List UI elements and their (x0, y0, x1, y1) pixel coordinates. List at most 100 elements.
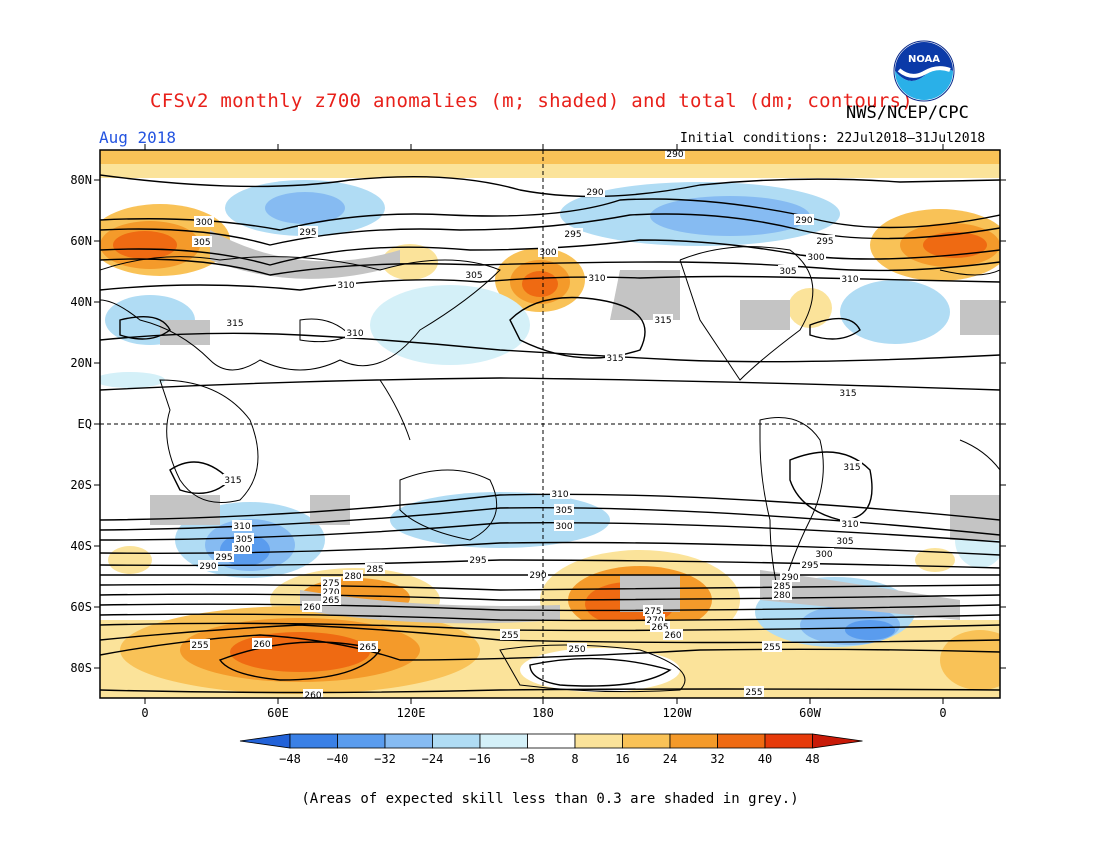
contour-label: 310 (841, 520, 858, 530)
forecast-month: Aug 2018 (99, 128, 177, 147)
colorbar-tick-label: −8 (520, 752, 534, 766)
contour-label: 315 (226, 319, 243, 329)
contour-label: 290 (199, 562, 216, 572)
contour-label: 265 (322, 596, 339, 606)
contour-labels: 300 305 295 310 315 310 295 300 305 310 … (190, 150, 862, 701)
initial-conditions: Initial conditions: 22Jul2018–31Jul2018 (680, 131, 986, 146)
agency-label: NWS/NCEP/CPC (846, 103, 969, 123)
lat-axis: 80N 60N 40N 20N EQ 20S 40S 60S 80S (70, 173, 1006, 675)
lat-label: EQ (78, 417, 92, 431)
contour-label: 305 (193, 238, 210, 248)
contour-label: 305 (555, 506, 572, 516)
contour-label: 260 (253, 640, 270, 650)
contour-label: 260 (304, 691, 321, 701)
colorbar-tick-label: 40 (758, 752, 772, 766)
contour-label: 275 (322, 579, 339, 589)
contour-label: 305 (465, 271, 482, 281)
contour-label: 260 (303, 603, 320, 613)
contour-label: 310 (337, 281, 354, 291)
contour-label: 305 (836, 537, 853, 547)
colorbar-tick-label: 32 (710, 752, 724, 766)
lat-label: 40N (70, 295, 92, 309)
lon-label: 120W (663, 706, 693, 720)
map-panel: 300 305 295 310 315 310 295 300 305 310 … (100, 150, 1000, 701)
contour-label: 265 (651, 623, 668, 633)
contour-label: 300 (539, 248, 556, 258)
logo-text: NOAA (908, 54, 940, 65)
contour-label: 310 (346, 329, 363, 339)
contour-label: 310 (841, 275, 858, 285)
colorbar-arrow-right (812, 733, 863, 749)
lon-label: 0 (939, 706, 946, 720)
contour-label: 315 (654, 316, 671, 326)
height-contours (100, 174, 1000, 694)
contour-label: 290 (666, 150, 683, 160)
colorbar-swatch (669, 733, 718, 749)
contour-label: 265 (359, 643, 376, 653)
lon-label: 60W (799, 706, 821, 720)
contour-label: 315 (606, 354, 623, 364)
lon-label: 0 (141, 706, 148, 720)
colorbar-tick-label: −16 (469, 752, 491, 766)
lon-label: 60E (267, 706, 289, 720)
contour-label: 260 (664, 631, 681, 641)
contour-label: 300 (555, 522, 572, 532)
lon-axis: 0 60E 120E 180 120W 60W 0 (141, 144, 947, 720)
lat-label: 60S (70, 600, 92, 614)
colorbar-swatch (717, 733, 766, 749)
lat-label: 20N (70, 356, 92, 370)
contour-label: 310 (551, 490, 568, 500)
colorbar-swatch (384, 733, 433, 749)
contour-label: 315 (224, 476, 241, 486)
contour-label: 270 (322, 588, 339, 598)
colorbar-tick-label: −32 (374, 752, 396, 766)
noaa-logo-icon: NOAA (893, 40, 955, 102)
contour-label: 290 (795, 216, 812, 226)
skill-footnote: (Areas of expected skill less than 0.3 a… (301, 791, 799, 807)
contour-label: 250 (568, 645, 585, 655)
colorbar-tick-label: −40 (327, 752, 349, 766)
lon-label: 120E (397, 706, 426, 720)
contour-label: 255 (191, 641, 208, 651)
lat-label: 80N (70, 173, 92, 187)
contour-label: 300 (233, 545, 250, 555)
colorbar-arrow-left (239, 733, 291, 749)
contour-label: 300 (195, 218, 212, 228)
colorbar-tick-label: 16 (615, 752, 629, 766)
lat-label: 40S (70, 539, 92, 553)
colorbar-swatch (574, 733, 623, 749)
contour-label: 315 (843, 463, 860, 473)
contour-label: 295 (215, 553, 232, 563)
colorbar-tick-label: 48 (805, 752, 819, 766)
contour-label: 295 (801, 561, 818, 571)
colorbar-swatch (432, 733, 481, 749)
contour-label: 285 (366, 565, 383, 575)
colorbar: −48 −40 −32 −24 −16 −8 8 16 24 32 40 48 (239, 733, 863, 766)
contour-label: 295 (469, 556, 486, 566)
contour-label: 290 (529, 571, 546, 581)
colorbar-swatch (622, 733, 671, 749)
contour-label: 275 (644, 607, 661, 617)
contour-label: 295 (564, 230, 581, 240)
contour-label: 280 (773, 591, 790, 601)
colorbar-tick-label: −48 (279, 752, 301, 766)
contour-label: 255 (763, 643, 780, 653)
colorbar-swatch (289, 733, 338, 749)
colorbar-tick-label: 24 (663, 752, 677, 766)
contour-label: 255 (745, 688, 762, 698)
contour-label: 295 (299, 228, 316, 238)
reference-lines (100, 150, 1000, 698)
contour-label: 285 (773, 582, 790, 592)
chart-title: CFSv2 monthly z700 anomalies (m; shaded)… (150, 90, 914, 112)
contour-label: 300 (807, 253, 824, 263)
contour-label: 280 (344, 572, 361, 582)
colorbar-swatch (764, 733, 813, 749)
colorbar-swatch (337, 733, 386, 749)
lat-label: 20S (70, 478, 92, 492)
contour-label: 255 (501, 631, 518, 641)
coastlines (100, 246, 1000, 693)
contour-label: 290 (781, 573, 798, 583)
contour-label: 310 (233, 522, 250, 532)
contour-label: 305 (779, 267, 796, 277)
